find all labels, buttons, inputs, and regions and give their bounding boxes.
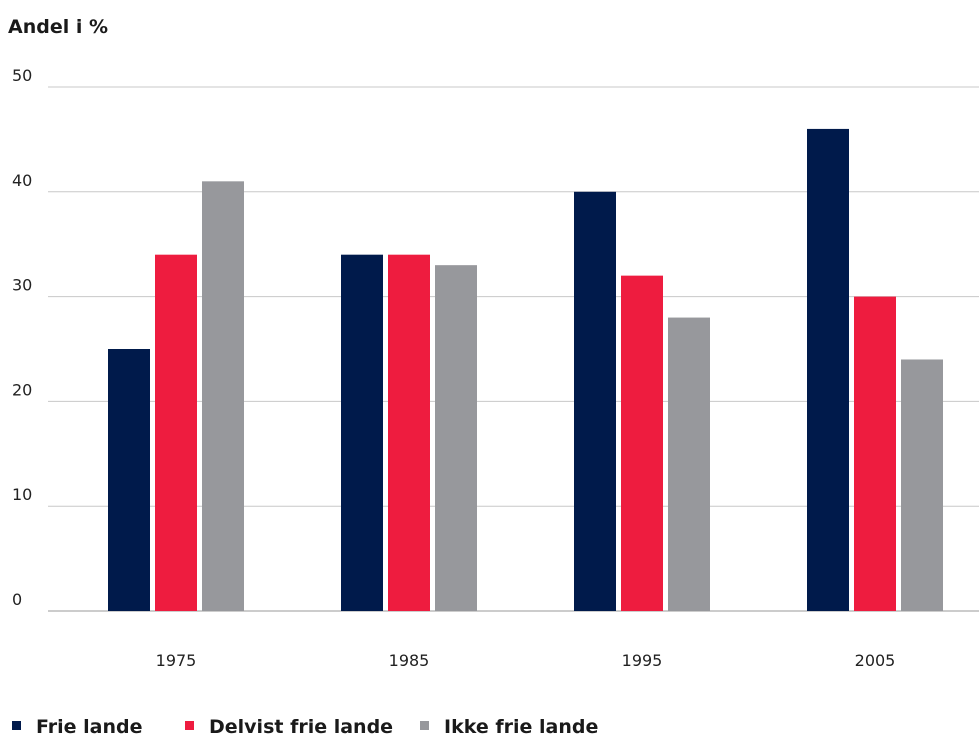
bar — [155, 254, 197, 611]
legend-swatch — [185, 721, 194, 730]
y-tick-label: 20 — [12, 380, 32, 399]
bar — [108, 349, 150, 611]
y-tick-label: 30 — [12, 276, 32, 295]
x-tick-label: 2005 — [855, 651, 896, 670]
bar — [807, 128, 849, 612]
bar — [202, 181, 244, 611]
bar — [854, 296, 896, 611]
y-tick-label: 40 — [12, 171, 32, 190]
y-axis-label: Andel i % — [8, 16, 108, 38]
bar — [668, 317, 710, 611]
bar — [621, 275, 663, 611]
legend-swatch — [12, 721, 21, 730]
y-tick-label: 0 — [12, 590, 22, 609]
legend: Frie lande Delvist frie lande Ikke frie la… — [12, 716, 598, 738]
bar — [435, 265, 477, 611]
bar — [341, 254, 383, 611]
bar — [901, 359, 943, 611]
legend-swatch — [420, 721, 429, 730]
x-tick-labels: 1975 1985 1995 2005 — [156, 651, 896, 670]
x-tick-label: 1995 — [622, 651, 663, 670]
bars — [108, 128, 943, 612]
x-tick-label: 1975 — [156, 651, 197, 670]
y-tick-label: 10 — [12, 485, 32, 504]
legend-label: Delvist frie lande — [209, 716, 393, 738]
bar — [388, 254, 430, 611]
legend-label: Ikke frie lande — [444, 716, 598, 738]
bar — [574, 191, 616, 612]
legend-label: Frie lande — [36, 716, 143, 738]
x-tick-label: 1985 — [389, 651, 430, 670]
y-tick-labels: 0 10 20 30 40 50 — [12, 66, 32, 609]
y-tick-label: 50 — [12, 66, 32, 85]
